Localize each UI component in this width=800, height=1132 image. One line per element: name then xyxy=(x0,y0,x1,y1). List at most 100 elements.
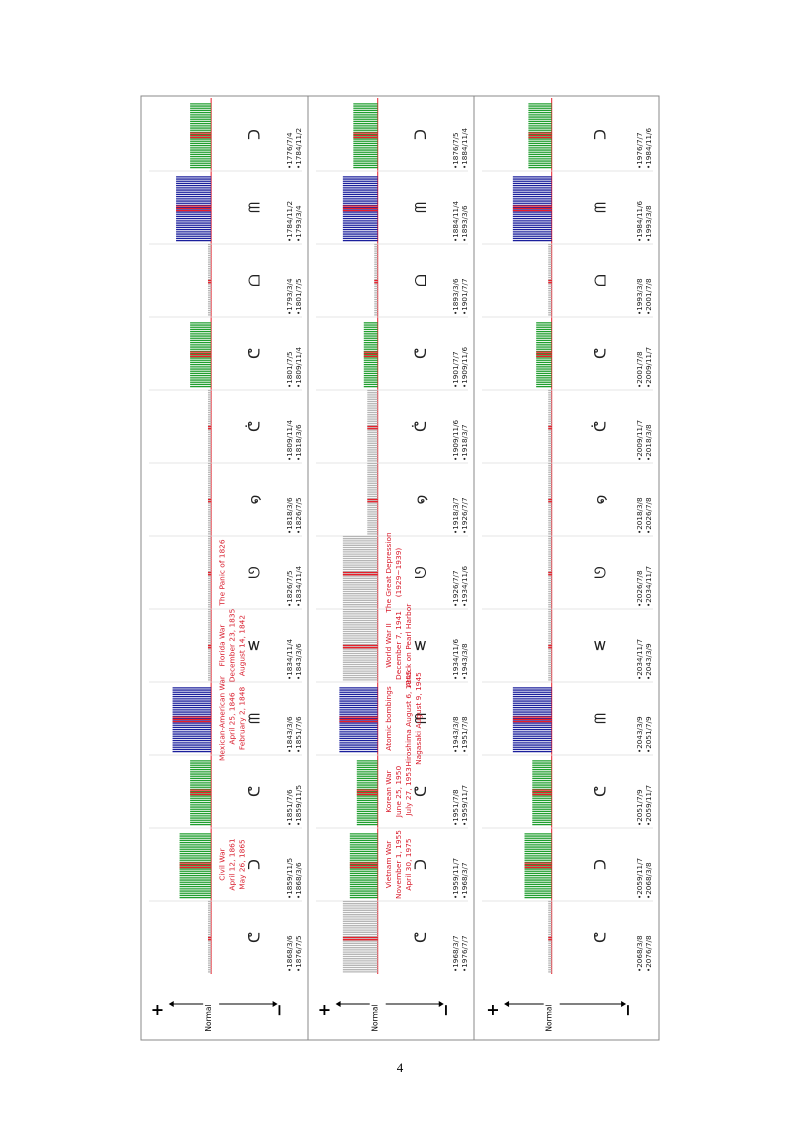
date-range-end: •1834/11/4 xyxy=(294,565,303,607)
bar-12 xyxy=(548,900,552,973)
date-range-start: •1843/3/6 xyxy=(285,716,294,753)
minus-sign: − xyxy=(618,1003,637,1016)
minus-sign: − xyxy=(436,1003,455,1016)
date-range-start: •1876/7/5 xyxy=(451,132,460,169)
date-range-end: •1918/3/7 xyxy=(460,424,469,461)
date-range-end: •1826/7/5 xyxy=(294,497,303,534)
category-label: ᓬ xyxy=(246,640,264,651)
category-label: ᗝ xyxy=(591,274,609,286)
bar-3 xyxy=(207,243,212,316)
event-annotation: May 26, 1865 xyxy=(238,839,247,890)
category-label: ᗰ xyxy=(246,202,264,213)
bar-1 xyxy=(353,103,378,169)
date-range-start: •2026/7/8 xyxy=(635,570,644,607)
date-range-end: •2009/11/7 xyxy=(644,347,653,388)
category-label: ᘎ xyxy=(246,566,264,578)
bar-9 xyxy=(172,687,212,753)
category-label: ᗰ xyxy=(412,202,430,213)
date-range-start: •1859/11/5 xyxy=(285,858,294,899)
date-range-end: •1968/3/7 xyxy=(460,862,469,899)
bar-5 xyxy=(548,389,552,462)
date-range-end: •1876/7/5 xyxy=(294,935,303,972)
category-label: ᕦ xyxy=(412,348,430,359)
date-range-end: •2001/7/8 xyxy=(644,278,653,315)
event-annotation: December 23, 1835 xyxy=(228,608,237,682)
axis-legend: + − Normal xyxy=(483,1001,637,1032)
bar-8 xyxy=(207,608,212,681)
event-annotation: April 25, 1846 xyxy=(228,692,237,744)
category-label: ᕦ xyxy=(591,932,609,943)
bar-10 xyxy=(356,760,378,826)
date-range-end: •1793/3/4 xyxy=(294,205,303,242)
date-range-start: •1793/3/4 xyxy=(285,278,294,315)
category-label: ᓬ xyxy=(591,640,609,651)
date-range-end: •1818/3/6 xyxy=(294,424,303,461)
category-label: ᑐ xyxy=(246,129,264,140)
event-annotation: August 14, 1842 xyxy=(238,615,247,676)
bar-4 xyxy=(536,322,552,388)
axis-legend: + − Normal xyxy=(148,1001,289,1032)
date-range-start: •1909/11/6 xyxy=(451,419,460,461)
date-range-start: •1934/11/6 xyxy=(451,638,460,680)
bar-3 xyxy=(548,243,552,316)
event-annotation: Attack on Pearl Harbor xyxy=(404,603,413,688)
date-range-end: •2043/3/9 xyxy=(644,643,653,680)
date-range-start: •1993/3/8 xyxy=(635,278,644,315)
bar-10 xyxy=(532,760,552,826)
date-range-start: •1984/11/6 xyxy=(635,200,644,242)
bar-6 xyxy=(367,462,378,535)
category-label: ᑐ xyxy=(246,859,264,870)
date-range-start: •1968/3/7 xyxy=(451,935,460,972)
event-annotation: The Great Depression xyxy=(384,532,393,614)
category-label: ᘎ xyxy=(591,566,609,578)
bar-7 xyxy=(342,535,378,608)
date-range-end: •1801/7/5 xyxy=(294,278,303,315)
bar-8 xyxy=(342,608,378,681)
event-annotation: April 30, 1975 xyxy=(404,838,413,890)
category-label: ᗝ xyxy=(412,274,430,286)
plus-sign: + xyxy=(315,1003,334,1016)
arrow-plus-head xyxy=(504,1001,510,1007)
date-range-start: •1893/3/6 xyxy=(451,278,460,315)
date-range-end: •1943/3/8 xyxy=(460,643,469,680)
date-range-start: •2009/11/7 xyxy=(635,420,644,461)
date-range-end: •1926/7/7 xyxy=(460,497,469,534)
category-label: ᘎ xyxy=(412,566,430,578)
bar-10 xyxy=(190,760,212,826)
arrow-plus-head xyxy=(168,1001,174,1007)
date-range-start: •2001/7/8 xyxy=(635,351,644,388)
bar-6 xyxy=(548,462,552,535)
bar-2 xyxy=(176,176,212,242)
bar-4 xyxy=(363,322,378,388)
event-annotation: Hiroshima August 6, 1945 xyxy=(404,670,413,766)
category-label: ᑐ xyxy=(591,129,609,140)
arrow-minus-head xyxy=(621,1001,627,1007)
date-range-end: •1868/3/6 xyxy=(294,862,303,899)
bar-9 xyxy=(512,687,552,753)
event-annotation: (1929~1939) xyxy=(394,548,403,598)
date-range-end: •1959/11/7 xyxy=(460,785,469,826)
date-range-start: •1976/7/7 xyxy=(635,132,644,169)
category-label: ໑ xyxy=(246,495,264,505)
category-label: ᓬ xyxy=(412,640,430,651)
event-annotation: December 7, 1941 xyxy=(394,611,403,680)
event-annotation: Florida War xyxy=(218,624,227,667)
bar-5 xyxy=(207,389,212,462)
date-range-start: •2051/7/9 xyxy=(635,789,644,826)
date-range-start: •1943/3/8 xyxy=(451,716,460,753)
date-range-start: •1918/3/7 xyxy=(451,497,460,534)
date-range-end: •1859/11/5 xyxy=(294,785,303,826)
date-range-end: •2018/3/8 xyxy=(644,424,653,461)
bar-2 xyxy=(342,176,378,242)
category-label: ᗰ xyxy=(246,713,264,724)
date-range-start: •1926/7/7 xyxy=(451,570,460,607)
category-label: ໑ xyxy=(591,495,609,505)
bar-8 xyxy=(548,608,552,681)
date-range-end: •1993/3/8 xyxy=(644,205,653,242)
plus-sign: + xyxy=(148,1003,167,1016)
date-range-end: •2068/3/8 xyxy=(644,862,653,899)
date-range-start: •1884/11/4 xyxy=(451,200,460,242)
date-range-start: •1901/7/7 xyxy=(451,351,460,388)
normal-label: Normal xyxy=(545,1004,554,1031)
